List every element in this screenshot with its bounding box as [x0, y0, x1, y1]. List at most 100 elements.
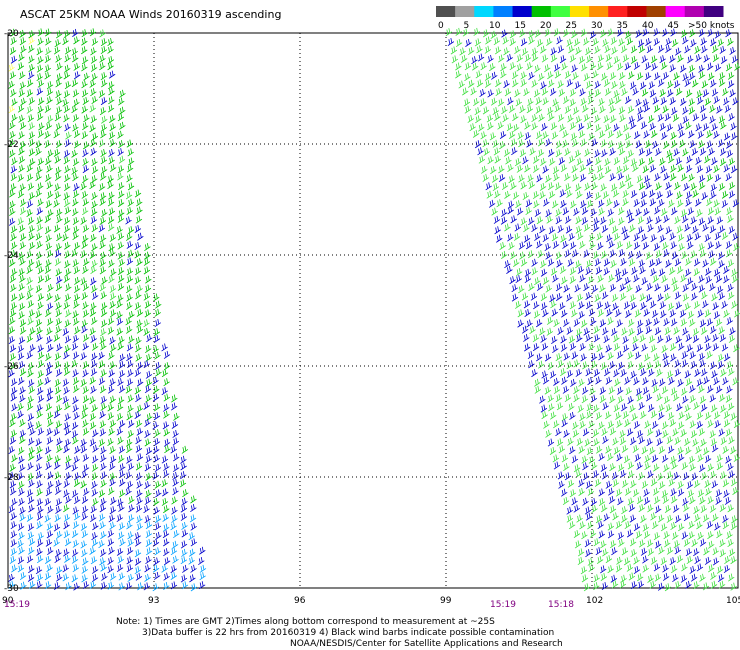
wind-barb	[459, 47, 466, 56]
wind-barb	[725, 394, 733, 403]
wind-barb	[172, 478, 179, 487]
wind-barb	[569, 267, 577, 276]
wind-barb	[589, 62, 597, 71]
wind-barb	[44, 28, 52, 37]
wind-barb	[520, 71, 527, 80]
wind-barb	[645, 251, 653, 260]
wind-barb	[125, 191, 133, 200]
wind-barb	[36, 165, 43, 174]
wind-barb	[638, 539, 646, 548]
wind-barb	[480, 62, 487, 71]
wind-barb	[516, 54, 523, 63]
wind-barb	[81, 495, 89, 504]
wind-barb	[171, 496, 178, 505]
wind-barb	[19, 326, 27, 335]
wind-barb	[543, 420, 550, 429]
wind-barb	[612, 479, 620, 488]
wind-barb	[644, 454, 651, 463]
wind-barb	[710, 191, 717, 200]
wind-barb	[484, 45, 492, 54]
wind-barb	[107, 55, 115, 64]
wind-barb	[602, 38, 609, 47]
wind-barb	[638, 401, 645, 410]
wind-barb	[617, 395, 624, 404]
wind-barb	[504, 88, 512, 97]
wind-barb	[494, 226, 501, 235]
wind-barb	[10, 539, 18, 548]
wind-barb	[512, 79, 519, 88]
wind-barb	[154, 480, 162, 489]
wind-barb	[109, 455, 117, 464]
wind-barb	[651, 62, 658, 71]
wind-barb	[728, 367, 735, 376]
wind-barb	[18, 114, 25, 123]
wind-barb	[550, 47, 557, 56]
legend-label: >50 knots	[688, 21, 735, 30]
wind-barb	[126, 480, 134, 489]
wind-barb	[108, 81, 115, 90]
wind-barb	[135, 291, 142, 300]
wind-barb	[573, 207, 580, 216]
wind-barb	[608, 140, 615, 149]
wind-barb	[525, 207, 532, 216]
wind-barb	[660, 557, 668, 566]
wind-barb	[647, 224, 654, 233]
wind-barb	[679, 309, 687, 318]
wind-barb	[542, 131, 549, 140]
wind-barb	[608, 386, 616, 395]
wind-barb	[458, 80, 465, 89]
wind-barb	[135, 504, 143, 513]
wind-barb	[81, 411, 88, 420]
wind-barb	[80, 277, 87, 286]
wind-barb	[670, 353, 677, 362]
wind-barb	[609, 395, 616, 404]
wind-barb	[163, 438, 171, 447]
wind-barb	[125, 216, 132, 225]
wind-barb	[135, 394, 142, 403]
wind-barb	[633, 241, 641, 250]
wind-barb	[629, 224, 636, 233]
wind-barb	[91, 243, 98, 252]
wind-barb	[485, 36, 492, 45]
wind-barb	[83, 114, 90, 123]
wind-barb	[63, 182, 71, 192]
wind-barb	[515, 275, 522, 284]
wind-barb	[127, 369, 134, 378]
wind-barb	[631, 413, 638, 422]
wind-barb	[8, 105, 15, 114]
wind-barb	[63, 521, 70, 530]
wind-barb	[465, 38, 472, 47]
wind-barb	[610, 574, 618, 583]
wind-barb	[135, 436, 142, 445]
wind-barb	[601, 224, 609, 233]
wind-barb	[613, 232, 621, 241]
wind-barb	[676, 403, 683, 412]
wind-barb	[64, 250, 71, 259]
wind-barb	[690, 39, 697, 48]
wind-barb	[718, 428, 725, 437]
wind-barb	[541, 370, 548, 379]
wind-barb	[579, 521, 586, 530]
wind-barb	[598, 498, 606, 507]
wind-barb	[154, 429, 161, 438]
wind-barb	[155, 489, 162, 498]
wind-barb	[98, 139, 106, 148]
wind-barb	[10, 225, 18, 234]
wind-barb	[655, 257, 662, 266]
wind-barb	[171, 394, 178, 403]
wind-barb	[684, 404, 691, 413]
wind-barb	[447, 37, 455, 46]
wind-barb	[171, 420, 179, 429]
wind-barb	[596, 301, 604, 310]
wind-barb	[99, 234, 107, 243]
wind-barb	[36, 453, 43, 462]
wind-barb	[534, 277, 541, 286]
wind-barb	[489, 63, 496, 72]
wind-barb	[662, 495, 670, 504]
wind-barb	[698, 284, 706, 293]
wind-barb	[17, 62, 25, 71]
wind-barb	[46, 249, 54, 258]
wind-barb	[464, 73, 471, 82]
wind-barb	[588, 166, 595, 175]
wind-barb	[692, 334, 700, 343]
